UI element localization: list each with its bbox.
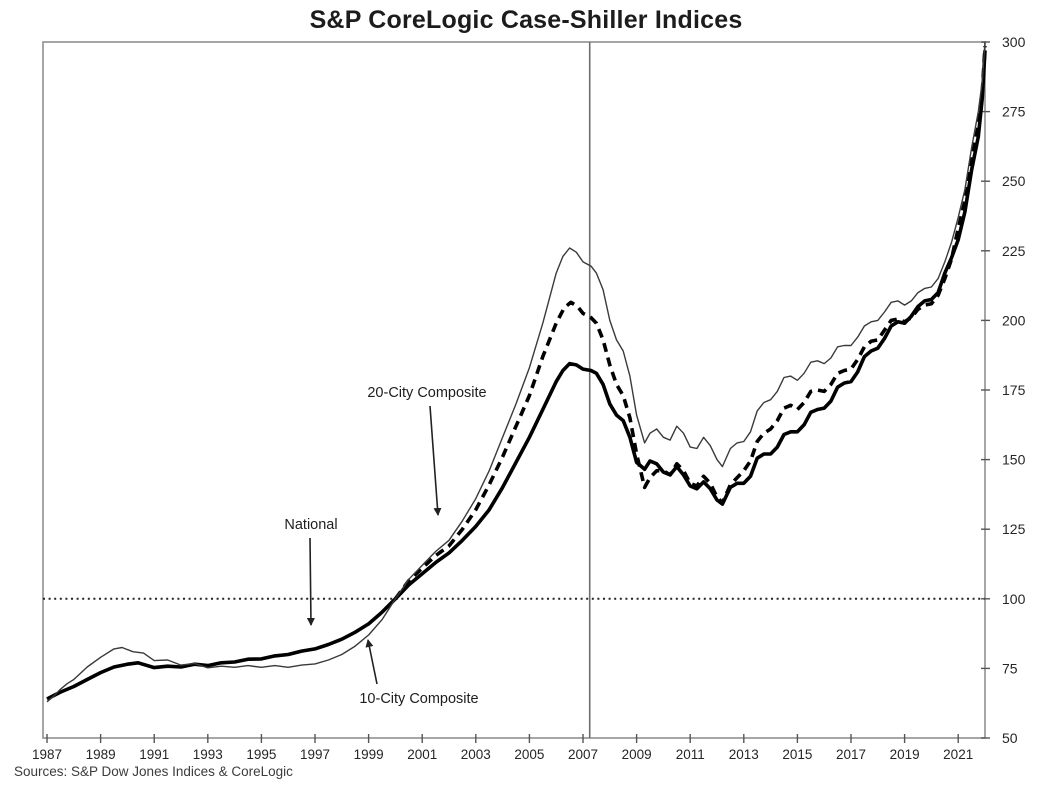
- x-tick-label: 2011: [676, 747, 705, 762]
- x-tick-label: 2005: [514, 747, 544, 762]
- y-tick-label: 225: [1002, 243, 1026, 259]
- source-note: Sources: S&P Dow Jones Indices & CoreLog…: [14, 764, 293, 779]
- x-tick-label: 2003: [461, 747, 491, 762]
- y-tick-label: 50: [1002, 730, 1018, 746]
- x-tick-label: 1989: [86, 747, 116, 762]
- x-tick-label: 1995: [246, 747, 276, 762]
- x-tick-label: 1997: [300, 747, 330, 762]
- y-tick-label: 150: [1002, 452, 1026, 468]
- annotation-arrow: [306, 537, 315, 626]
- x-tick-label: 1999: [354, 747, 384, 762]
- y-tick-label: 300: [1002, 34, 1026, 50]
- x-tick-label: 1993: [193, 747, 223, 762]
- annotation-label: 10-City Composite: [359, 691, 478, 707]
- x-tick-label: 2019: [890, 747, 920, 762]
- y-tick-label: 200: [1002, 312, 1026, 328]
- x-tick-label: 2021: [943, 747, 973, 762]
- annotation-arrow: [365, 639, 378, 685]
- x-tick-label: 2017: [836, 747, 866, 762]
- x-tick-label: 2001: [407, 747, 437, 762]
- y-tick-label: 175: [1002, 382, 1026, 398]
- annotation-label: 20-City Composite: [367, 385, 486, 401]
- x-tick-label: 2013: [729, 747, 759, 762]
- y-tick-label: 100: [1002, 591, 1026, 607]
- x-tick-label: 1987: [32, 747, 62, 762]
- 10-city-composite-line: [46, 41, 986, 703]
- annotation-label: National: [284, 517, 337, 533]
- national-line: [46, 50, 987, 701]
- y-tick-label: 275: [1002, 104, 1026, 120]
- x-tick-label: 2009: [622, 747, 652, 762]
- chart-title: S&P CoreLogic Case-Shiller Indices: [309, 6, 743, 34]
- x-tick-label: 2015: [782, 747, 812, 762]
- y-tick-label: 75: [1002, 660, 1018, 676]
- annotation-arrow: [429, 405, 442, 516]
- x-tick-label: 2007: [568, 747, 598, 762]
- 20-city-composite-line: [393, 46, 987, 600]
- y-tick-label: 250: [1002, 173, 1026, 189]
- plot-border: [42, 41, 986, 739]
- x-tick-label: 1991: [139, 747, 169, 762]
- y-tick-label: 125: [1002, 521, 1026, 537]
